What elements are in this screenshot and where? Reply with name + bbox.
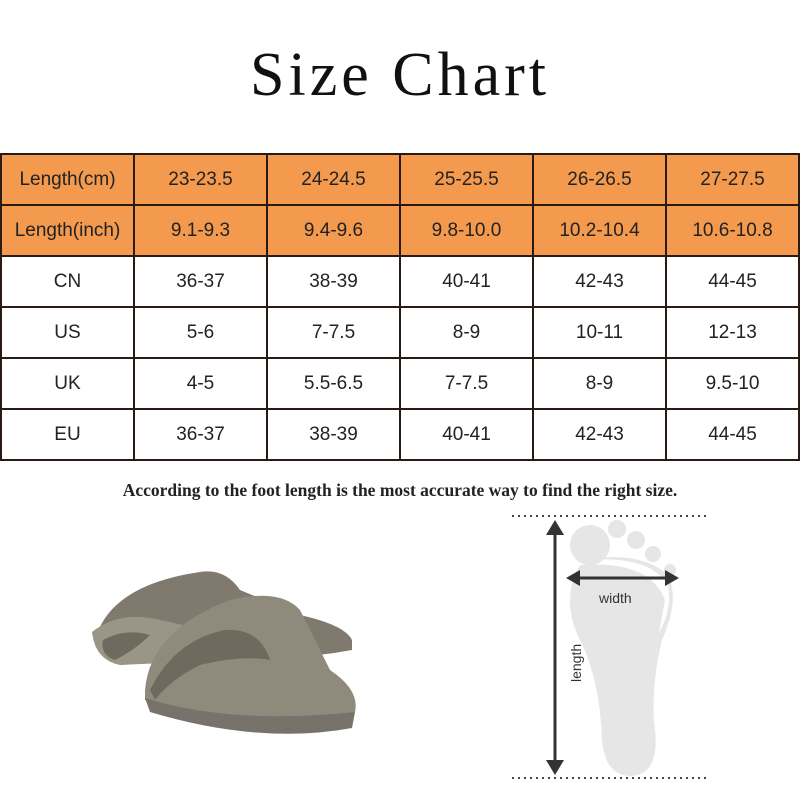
table-cell: 5-6	[133, 306, 268, 359]
table-cell: 10.2-10.4	[532, 204, 667, 257]
table-cell: 38-39	[266, 255, 401, 308]
length-label: length	[568, 643, 584, 682]
table-cell: 44-45	[665, 255, 800, 308]
row-label: Length(cm)	[0, 153, 135, 206]
table-cell: 10-11	[532, 306, 667, 359]
table-cell: 27-27.5	[665, 153, 800, 206]
table-cell: 25-25.5	[399, 153, 534, 206]
table-cell: 42-43	[532, 408, 667, 461]
size-table: Length(cm) 23-23.5 24-24.5 25-25.5 26-26.5 27…	[0, 153, 800, 461]
sandal-image	[92, 571, 356, 734]
table-cell: 23-23.5	[133, 153, 268, 206]
table-row: US 5-6 7-7.5 8-9 10-11 12-13	[0, 306, 800, 359]
table-cell: 7-7.5	[266, 306, 401, 359]
width-label: width	[599, 590, 632, 606]
row-label: Length(inch)	[0, 204, 135, 257]
table-cell: 7-7.5	[399, 357, 534, 410]
table-cell: 8-9	[532, 357, 667, 410]
table-cell: 36-37	[133, 408, 268, 461]
table-cell: 9.5-10	[665, 357, 800, 410]
table-cell: 24-24.5	[266, 153, 401, 206]
table-cell: 12-13	[665, 306, 800, 359]
foot-diagram	[512, 515, 708, 779]
table-row: Length(inch) 9.1-9.3 9.4-9.6 9.8-10.0 10.2-1…	[0, 204, 800, 257]
table-row: UK 4-5 5.5-6.5 7-7.5 8-9 9.5-10	[0, 357, 800, 410]
measurement-note: According to the foot length is the most…	[122, 480, 678, 500]
table-row: EU 36-37 38-39 40-41 42-43 44-45	[0, 408, 800, 461]
table-cell: 40-41	[399, 255, 534, 308]
table-cell: 36-37	[133, 255, 268, 308]
table-cell: 9.1-9.3	[133, 204, 268, 257]
table-cell: 5.5-6.5	[266, 357, 401, 410]
table-cell: 9.8-10.0	[399, 204, 534, 257]
page-title: Size Chart	[250, 41, 550, 109]
table-cell: 42-43	[532, 255, 667, 308]
table-row: CN 36-37 38-39 40-41 42-43 44-45	[0, 255, 800, 308]
row-label: EU	[0, 408, 135, 461]
table-cell: 10.6-10.8	[665, 204, 800, 257]
row-label: CN	[0, 255, 135, 308]
table-cell: 38-39	[266, 408, 401, 461]
table-row: Length(cm) 23-23.5 24-24.5 25-25.5 26-26.5 27…	[0, 153, 800, 206]
table-cell: 8-9	[399, 306, 534, 359]
table-cell: 44-45	[665, 408, 800, 461]
row-label: UK	[0, 357, 135, 410]
row-label: US	[0, 306, 135, 359]
table-cell: 4-5	[133, 357, 268, 410]
table-cell: 26-26.5	[532, 153, 667, 206]
table-cell: 9.4-9.6	[266, 204, 401, 257]
table-cell: 40-41	[399, 408, 534, 461]
